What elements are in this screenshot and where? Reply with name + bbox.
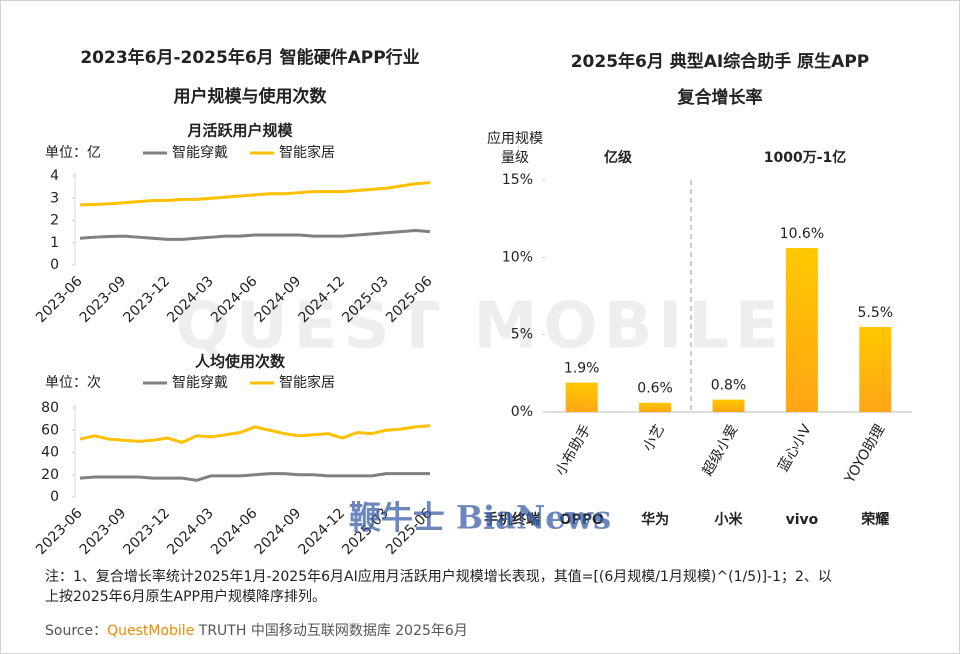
y-tick-label: 0	[50, 257, 59, 273]
value-label: 10.6%	[780, 226, 824, 242]
source-text: TRUTH 中国移动互联网数据库 2025年6月	[194, 623, 468, 639]
right-title: 复合增长率	[677, 87, 763, 108]
y-tick-label: 3	[50, 190, 59, 206]
y-tick-label: 60	[41, 422, 59, 438]
source-brand: QuestMobile	[107, 623, 194, 639]
value-label: 5.5%	[858, 305, 894, 321]
y-tick-label: 0	[50, 489, 59, 505]
line-series	[79, 472, 430, 482]
source-label: Source：	[45, 623, 107, 639]
brand-label: OPPO	[560, 512, 604, 528]
group-label: 1000万-1亿	[764, 149, 847, 166]
y-axis-label: 量级	[501, 150, 529, 166]
bar	[712, 399, 745, 412]
group-label: 亿级	[604, 149, 633, 166]
bar	[859, 326, 892, 412]
brand-label: 荣耀	[860, 511, 889, 528]
chart-subtitle: 人均使用次数	[195, 353, 286, 371]
y-tick-label: 5%	[511, 327, 533, 343]
y-tick-label: 10%	[502, 249, 533, 265]
note: 注：1、复合增长率统计2025年1月-2025年6月AI应用月活跃用户规模增长表…	[45, 568, 832, 585]
chart-subtitle: 月活跃用户规模	[186, 122, 293, 140]
row-label: 手机终端	[484, 511, 540, 528]
y-tick-label: 1	[50, 235, 59, 251]
unit-label: 单位：次	[45, 375, 101, 391]
watermark: 鞭牛士 BiaNews	[349, 499, 611, 537]
bar	[785, 248, 818, 412]
y-tick-label: 2	[50, 213, 59, 229]
y-tick-label: 15%	[502, 172, 533, 188]
y-tick-label: 0%	[511, 404, 533, 420]
unit-label: 单位：亿	[45, 145, 101, 161]
legend-label: 智能穿戴	[172, 145, 228, 161]
brand-label: 华为	[641, 511, 669, 528]
y-tick-label: 4	[50, 168, 59, 184]
bar	[639, 402, 672, 412]
brand-label: 小米	[715, 511, 744, 528]
right-title: 2025年6月 典型AI综合助手 原生APP	[571, 51, 870, 72]
line-series	[79, 181, 431, 207]
value-label: 0.8%	[711, 378, 747, 394]
y-tick-label: 80	[41, 400, 59, 416]
watermark: QUEST MOBILE	[175, 290, 784, 364]
legend-label: 智能家居	[279, 144, 335, 161]
line-series	[79, 424, 431, 444]
left-title: 用户规模与使用次数	[174, 86, 328, 107]
brand-label: vivo	[786, 512, 819, 528]
value-label: 1.9%	[564, 361, 600, 377]
y-tick-label: 40	[41, 445, 59, 461]
left-title: 2023年6月-2025年6月 智能硬件APP行业	[80, 47, 419, 68]
bar	[565, 382, 598, 412]
value-label: 0.6%	[637, 381, 673, 397]
line-series	[79, 229, 431, 241]
legend-label: 智能穿戴	[172, 375, 228, 391]
note: 上按2025年6月原生APP用户规模降序排列。	[45, 588, 326, 605]
y-tick-label: 20	[41, 467, 59, 483]
y-axis-label: 应用规模	[487, 130, 543, 147]
source: Source：QuestMobile TRUTH 中国移动互联网数据库 2025…	[45, 623, 468, 639]
legend-label: 智能家居	[279, 374, 335, 391]
